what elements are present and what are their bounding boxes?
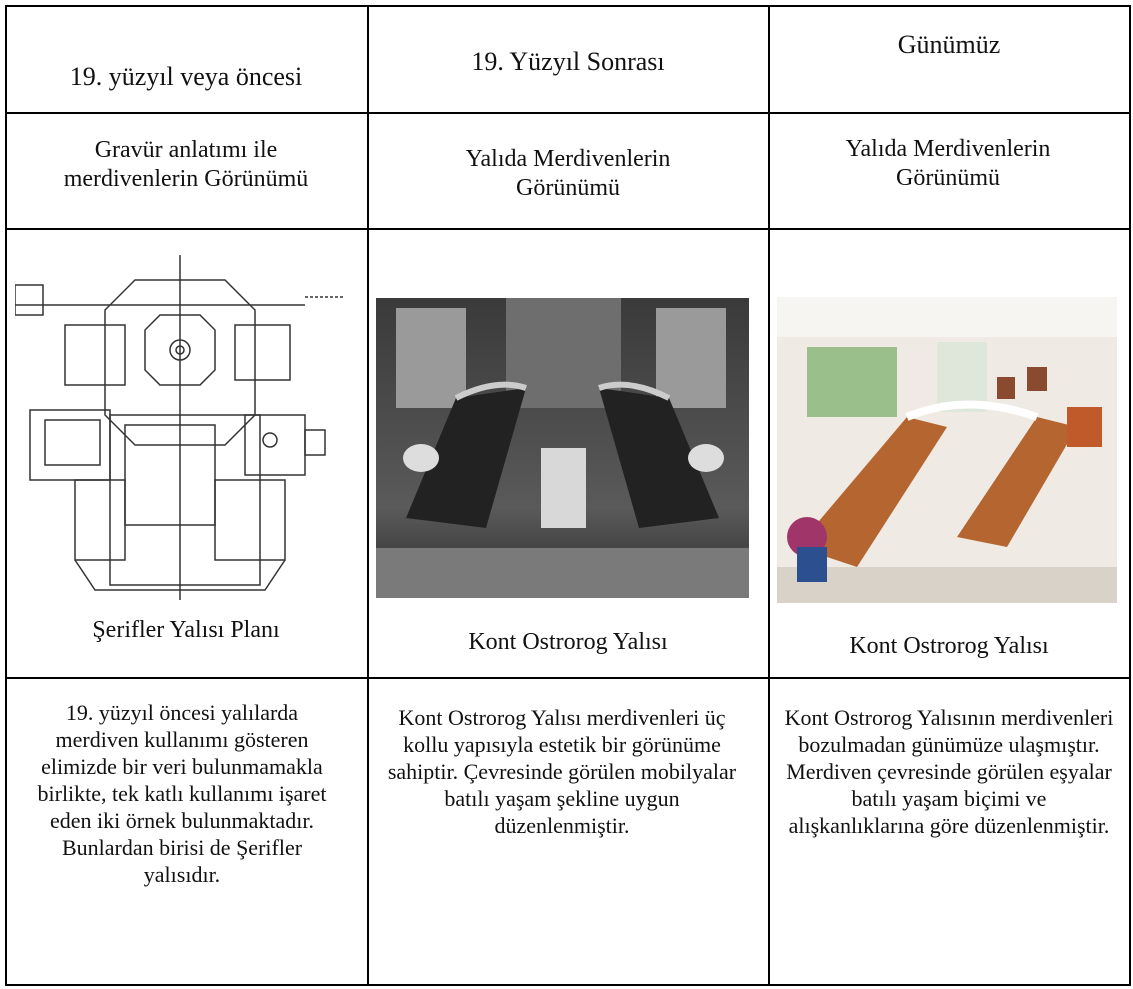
border [5,5,1131,7]
header-cell: 19. Yüzyıl Sonrası [471,47,665,76]
staircase-photo [376,298,749,598]
header-cell: Günümüz [897,30,1001,59]
header-cell: 19. yüzyıl veya öncesi [69,62,303,91]
cell-text: Gravür anlatımı ile merdivenlerin Görünü… [63,137,309,192]
border [5,5,7,985]
cell-text: Yalıda Merdivenlerin Görünümü [845,136,1051,191]
image-caption: Kont Ostrorog Yalısı [849,633,1049,659]
border [768,5,770,985]
image-caption: Kont Ostrorog Yalısı [468,629,668,655]
cell-text: Yalıda Merdivenlerin Görünümü [465,146,671,201]
cell-text: Kont Ostrorog Yalısının merdivenleri boz… [784,705,1114,838]
image-caption: Şerifler Yalısı Planı [92,617,280,643]
border [5,112,1131,114]
cell-text: 19. yüzyıl öncesi yalılarda merdiven kul… [37,700,327,887]
staircase-photo [777,297,1117,603]
border [5,677,1131,679]
border [367,5,369,985]
border [5,228,1131,230]
cell-text: Kont Ostrorog Yalısı merdivenleri üç kol… [387,705,737,838]
floor-plan-image [15,255,345,600]
border [5,984,1131,986]
border [1129,5,1131,985]
